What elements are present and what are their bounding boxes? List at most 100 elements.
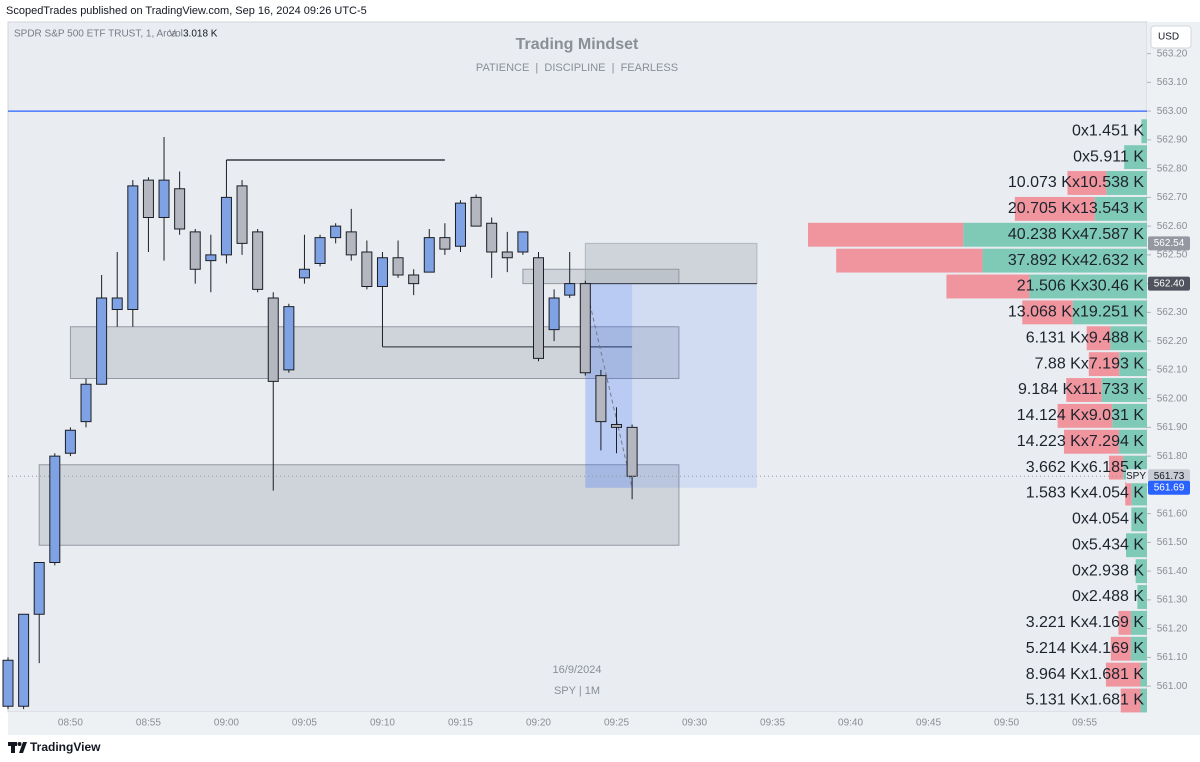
candle-body [564, 283, 576, 296]
profile-label: 0x1.451 K [1072, 122, 1144, 139]
profile-sell-bar [1125, 481, 1132, 506]
profile-label: 0x5.911 K [1073, 148, 1144, 165]
candle-body [2, 659, 14, 707]
profile-buy-bar [1029, 274, 1147, 299]
chart-subtitle: PATIENCE | DISCIPLINE | FEARLESS [476, 62, 678, 74]
candle-body [80, 383, 92, 423]
candle-body [314, 237, 326, 264]
candle-body [236, 185, 248, 244]
candle-body [392, 257, 404, 276]
profile-buy-bar [982, 248, 1147, 273]
candle-body [454, 202, 466, 247]
y-tick-label: 562.20 [1157, 336, 1188, 347]
x-tick-label: 09:30 [682, 718, 707, 729]
currency-label[interactable]: USD [1158, 32, 1179, 43]
plot-layer: 0x1.451 K 0x5.911 K 10.073 Kx10.538 K 20.70… [2, 110, 1147, 713]
profile-label: 9.184 Kx11.733 K [1018, 381, 1144, 398]
y-tick-label: 562.90 [1157, 135, 1188, 146]
x-tick-label: 09:55 [1072, 718, 1097, 729]
candle-body [486, 222, 498, 253]
brand-logo [8, 742, 27, 753]
profile-buy-bar [1101, 378, 1147, 402]
price-tag [1148, 236, 1190, 251]
y-tick-label: 561.40 [1157, 566, 1188, 577]
candle-body [345, 231, 357, 256]
x-tick-label: 08:55 [136, 718, 161, 729]
candle-body [361, 251, 373, 287]
profile-label: 21.506 Kx30.46 K [1017, 278, 1145, 295]
y-tick-label: 562.60 [1157, 221, 1188, 232]
y-tick-label: 561.00 [1157, 681, 1188, 692]
brand-name: TradingView [30, 740, 101, 754]
footer-background [0, 735, 1200, 762]
profile-buy-bar [1112, 403, 1147, 428]
price-tag-label: 562.54 [1154, 238, 1185, 249]
price-tag-prefix-bg [1126, 469, 1147, 484]
profile-label: 37.892 Kx42.632 K [1008, 252, 1144, 269]
profile-sell-bar [836, 248, 983, 273]
profile-label: 0x4.054 K [1072, 511, 1144, 528]
profile-label: 20.705 Kx13.543 K [1008, 200, 1144, 217]
candle-body [252, 231, 264, 290]
currency-button[interactable] [1150, 25, 1192, 49]
y-tick-label: 562.00 [1157, 393, 1188, 404]
candle-body [49, 455, 61, 563]
x-tick-label: 09:40 [838, 718, 863, 729]
profile-sell-bar [1057, 403, 1113, 428]
profile-buy-bar [1124, 145, 1147, 170]
profile-sell-bar [808, 222, 964, 247]
candle-body [595, 375, 607, 423]
legend-volume-label: Vol [169, 29, 183, 40]
chart-title: Trading Mindset [516, 36, 639, 53]
position-target-zone [585, 283, 757, 488]
candle-body [205, 254, 217, 262]
candle-body [611, 424, 623, 428]
price-tag-label: 561.73 [1154, 471, 1185, 482]
profile-buy-bar [1131, 481, 1147, 506]
x-tick-label: 09:20 [526, 718, 551, 729]
position-filled-zone [585, 283, 633, 488]
candle-body [501, 251, 513, 259]
profile-buy-bar [1140, 688, 1147, 713]
candle-body [408, 274, 420, 285]
y-tick-label: 561.10 [1157, 652, 1188, 663]
y-tick-label: 562.30 [1157, 307, 1188, 318]
x-tick-label: 08:50 [58, 718, 83, 729]
profile-sell-bar [1118, 610, 1131, 635]
profile-buy-bar [1106, 171, 1147, 195]
profile-label: 1.583 Kx4.054 K [1026, 485, 1145, 502]
profile-buy-bar [1140, 662, 1147, 687]
price-tag-prefix: SPY [1126, 471, 1146, 482]
y-tick-label: 562.50 [1157, 250, 1188, 261]
profile-sell-bar [1014, 196, 1095, 221]
profile-label: 0x5.434 K [1072, 536, 1144, 553]
candle-body [18, 613, 30, 707]
plot-background [7, 21, 1148, 713]
profile-buy-bar [1094, 196, 1147, 221]
y-tick-label: 562.80 [1157, 163, 1188, 174]
y-tick-label: 562.70 [1157, 192, 1188, 203]
x-tick-label: 09:35 [760, 718, 785, 729]
zone [38, 464, 680, 546]
profile-label: 3.662 Kx6.185 K [1026, 459, 1145, 476]
profile-buy-bar [1118, 429, 1147, 454]
price-tag [1148, 469, 1190, 484]
candle-body [579, 283, 591, 374]
candle-body [376, 257, 388, 287]
candle-body [470, 196, 482, 227]
candle-body [423, 237, 435, 273]
candle-body [532, 257, 544, 359]
x-tick-label: 09:10 [370, 718, 395, 729]
candle-body [330, 225, 342, 239]
price-tag [1148, 276, 1190, 291]
y-tick-label: 561.60 [1157, 508, 1188, 519]
profile-buy-bar [1126, 533, 1147, 558]
candle-body [267, 297, 279, 382]
profile-sell-bar [1105, 662, 1141, 687]
zone [69, 326, 680, 379]
y-tick-label: 563.20 [1157, 48, 1188, 59]
profile-label: 14.223 Kx7.294 K [1017, 433, 1145, 450]
candle-body [548, 297, 560, 331]
